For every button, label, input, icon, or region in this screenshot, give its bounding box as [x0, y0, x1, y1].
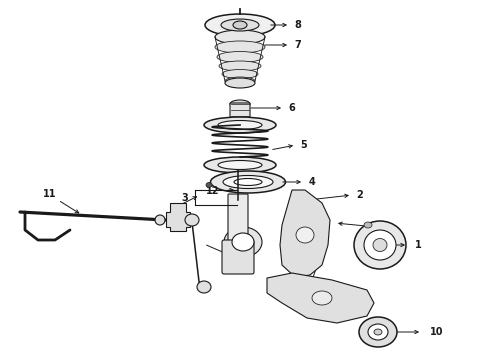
Polygon shape: [280, 190, 330, 277]
Ellipse shape: [155, 215, 165, 225]
Ellipse shape: [354, 221, 406, 269]
Ellipse shape: [219, 61, 261, 71]
Ellipse shape: [296, 227, 314, 243]
Text: 7: 7: [294, 40, 301, 50]
Ellipse shape: [197, 281, 211, 293]
Text: 4: 4: [309, 177, 316, 187]
Text: 6: 6: [289, 103, 295, 113]
Ellipse shape: [312, 291, 332, 305]
Text: 11: 11: [43, 189, 57, 199]
Ellipse shape: [364, 222, 372, 228]
Ellipse shape: [221, 19, 259, 31]
Ellipse shape: [234, 179, 262, 185]
FancyBboxPatch shape: [230, 103, 250, 121]
Polygon shape: [267, 273, 374, 323]
Ellipse shape: [224, 227, 262, 257]
Ellipse shape: [225, 78, 255, 88]
Ellipse shape: [374, 329, 382, 335]
Ellipse shape: [368, 324, 388, 340]
Ellipse shape: [211, 171, 286, 193]
Text: 12: 12: [206, 186, 220, 196]
Text: 3: 3: [182, 193, 188, 203]
FancyBboxPatch shape: [228, 194, 248, 246]
Ellipse shape: [218, 161, 262, 170]
Text: 9: 9: [317, 245, 323, 255]
FancyBboxPatch shape: [222, 240, 254, 274]
Ellipse shape: [206, 183, 212, 188]
Ellipse shape: [230, 100, 250, 108]
Ellipse shape: [205, 14, 275, 36]
Text: 5: 5: [301, 140, 307, 150]
Ellipse shape: [215, 41, 265, 53]
Ellipse shape: [204, 117, 276, 133]
Text: 8: 8: [294, 20, 301, 30]
Ellipse shape: [218, 121, 262, 130]
Text: 10: 10: [430, 327, 443, 337]
Ellipse shape: [225, 77, 255, 85]
Text: 2: 2: [357, 190, 364, 200]
Ellipse shape: [215, 30, 265, 44]
Ellipse shape: [373, 238, 387, 252]
Ellipse shape: [217, 51, 263, 63]
Ellipse shape: [223, 175, 273, 189]
Text: 1: 1: [415, 240, 421, 250]
Ellipse shape: [359, 317, 397, 347]
Ellipse shape: [232, 233, 254, 251]
Ellipse shape: [204, 157, 276, 173]
Ellipse shape: [233, 21, 247, 29]
Ellipse shape: [364, 230, 396, 260]
Polygon shape: [166, 203, 190, 231]
Text: 13: 13: [237, 255, 251, 265]
Ellipse shape: [222, 69, 258, 78]
Ellipse shape: [185, 214, 199, 226]
